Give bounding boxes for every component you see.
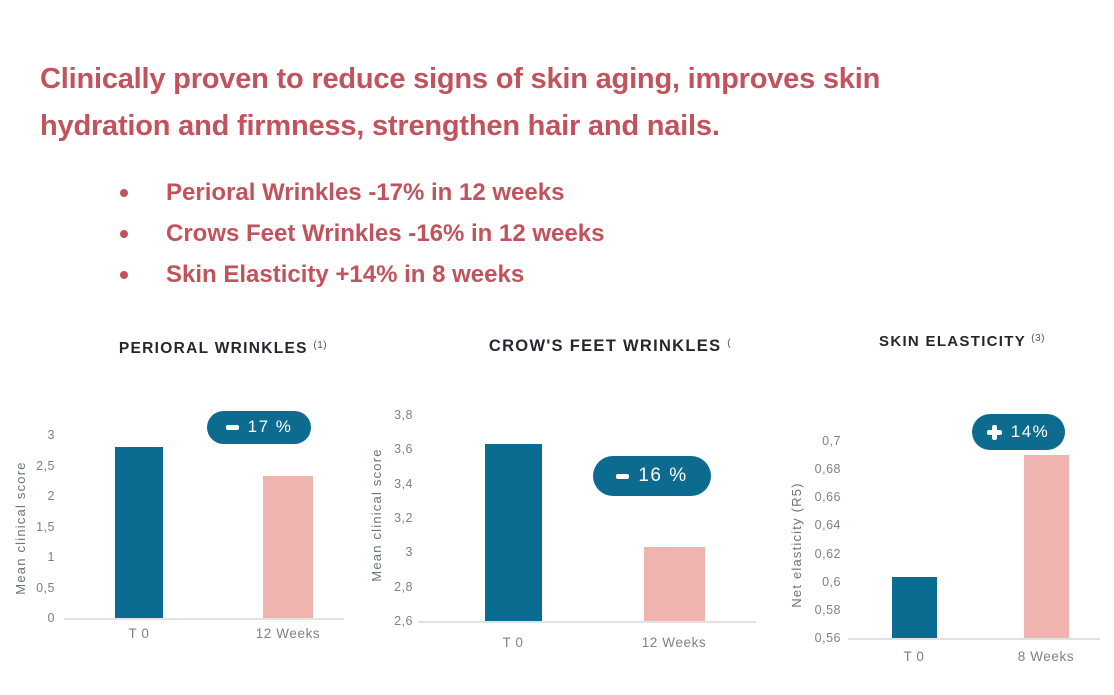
- chart-title-superscript: (3): [1031, 333, 1045, 344]
- page-title-line2: hydration and firmness, strengthen hair …: [40, 110, 720, 142]
- chart-title-superscript: (1): [313, 340, 328, 351]
- change-badge: 14%: [971, 414, 1065, 450]
- change-badge: 16 %: [593, 456, 711, 496]
- x-tick-label: 8 Weeks: [1017, 649, 1075, 664]
- bar-t-0: [484, 444, 542, 621]
- minus-icon: [616, 473, 630, 479]
- badge-value: 17 %: [247, 417, 293, 436]
- y-tick-label: 2: [47, 489, 55, 503]
- change-badge: 17 %: [207, 410, 311, 444]
- y-tick-label: 3,6: [394, 442, 413, 457]
- bullet-item: Crows Feet Wrinkles -16% in 12 weeks: [118, 213, 604, 254]
- x-axis-line: [64, 618, 344, 620]
- y-tick-label: 1: [47, 550, 55, 564]
- bullet-item: Skin Elasticity +14% in 8 weeks: [118, 254, 604, 295]
- y-tick-label: 0,58: [814, 602, 841, 617]
- x-tick-label: 12 Weeks: [255, 626, 321, 641]
- y-tick-label: 1,5: [36, 519, 55, 534]
- bar-8-weeks: [1023, 455, 1069, 638]
- y-tick-label: 2,8: [394, 579, 413, 594]
- y-tick-label: 0,64: [814, 518, 841, 533]
- y-tick-label: 0,66: [814, 490, 841, 505]
- chart-title-text: SKIN ELASTICITY: [879, 333, 1026, 350]
- x-axis-line: [848, 638, 1100, 640]
- y-tick-label: 3: [405, 545, 413, 560]
- y-tick-label: 0,68: [814, 462, 841, 477]
- y-tick-label: 3: [47, 428, 55, 442]
- page-title-line1: Clinically proven to reduce signs of ski…: [40, 63, 881, 95]
- y-tick-label: 0,6: [822, 574, 841, 589]
- badge-value: 16 %: [638, 465, 688, 486]
- chart-title-text: CROW'S FEET WRINKLES: [488, 337, 722, 355]
- y-tick-label: 3,8: [394, 408, 413, 422]
- bullet-list: Perioral Wrinkles -17% in 12 weeks Crows …: [118, 172, 604, 295]
- y-tick-label: 0,5: [36, 580, 55, 595]
- x-axis-line: [418, 621, 756, 623]
- y-tick-label: 3,2: [394, 511, 413, 525]
- chart-title-superscript: (: [727, 338, 732, 349]
- page-title: Clinically proven to reduce signs of ski…: [40, 56, 1080, 150]
- chart-title-text: PERIORAL WRINKLES: [118, 340, 308, 357]
- y-tick-label: 0,7: [822, 434, 841, 448]
- y-tick-label: 3,4: [394, 476, 413, 491]
- bar-12-weeks: [643, 547, 705, 621]
- bullet-item: Perioral Wrinkles -17% in 12 weeks: [118, 172, 604, 213]
- y-tick-label: 0,56: [814, 631, 841, 645]
- badge-value: 14%: [1010, 422, 1050, 441]
- x-tick-label: T 0: [128, 626, 150, 641]
- bar-12-weeks: [263, 475, 313, 618]
- x-tick-label: 12 Weeks: [641, 635, 707, 650]
- chart-title-skin-elasticity: SKIN ELASTICITY (3): [702, 333, 1114, 350]
- minus-icon: [225, 424, 239, 430]
- x-tick-label: T 0: [903, 649, 925, 664]
- y-tick-label: 0,62: [814, 546, 841, 561]
- y-tick-label: 2,6: [394, 614, 413, 628]
- plus-icon: [986, 424, 1002, 440]
- chart-title-crow-s-feet-wrinkles: CROW'S FEET WRINKLES (: [350, 337, 870, 356]
- y-tick-label: 2,5: [36, 458, 55, 473]
- bar-t-0: [115, 447, 163, 618]
- chart-title-perioral-wrinkles: PERIORAL WRINKLES (1): [0, 340, 483, 358]
- x-tick-label: T 0: [502, 635, 524, 650]
- y-tick-label: 0: [47, 611, 55, 625]
- bar-t-0: [891, 577, 937, 638]
